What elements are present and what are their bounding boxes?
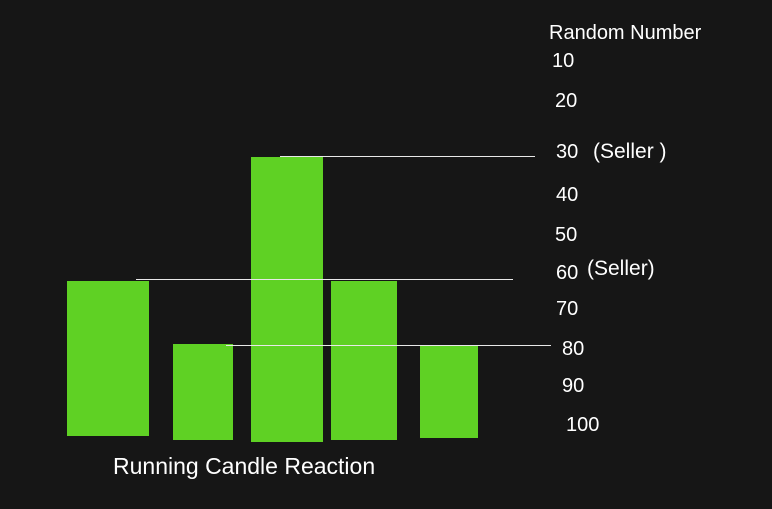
guide-line-60	[136, 279, 513, 280]
candle-bar-2	[173, 344, 233, 440]
tick-label-20: 20	[555, 90, 578, 112]
candle-bar-5	[420, 346, 478, 438]
seller-annotation-60: (Seller)	[587, 257, 655, 280]
tick-label-90: 90	[562, 375, 585, 397]
tick-label-70: 70	[556, 298, 579, 320]
tick-label-40: 40	[556, 184, 579, 206]
guide-line-80	[226, 345, 551, 346]
diagram-caption: Running Candle Reaction	[113, 453, 376, 479]
tick-label-80: 80	[562, 338, 585, 360]
tick-label-60: 60	[556, 262, 579, 284]
tick-label-30: 30	[556, 141, 579, 163]
candle-bar-3	[251, 157, 323, 442]
seller-annotation-30: (Seller )	[593, 140, 667, 163]
candle-bar-4	[331, 281, 397, 440]
tick-label-10: 10	[552, 50, 575, 72]
guide-line-30	[280, 156, 535, 157]
tick-label-100: 100	[566, 414, 600, 436]
scale-header: Random Number	[549, 22, 702, 44]
tick-label-50: 50	[555, 224, 578, 246]
candle-bar-1	[67, 281, 149, 436]
